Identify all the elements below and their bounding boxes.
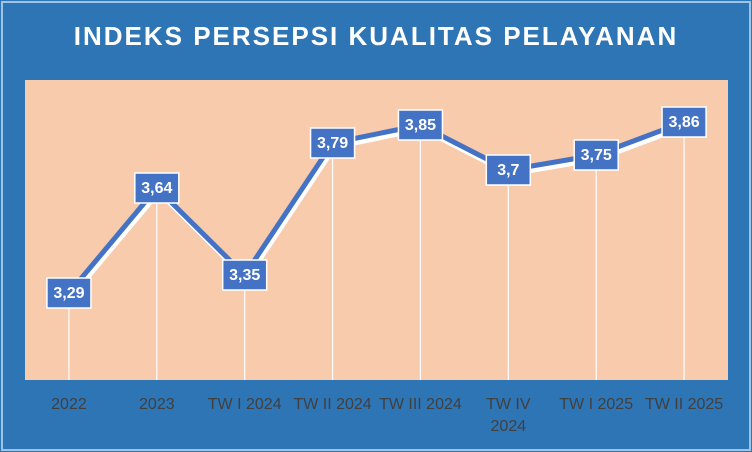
x-tick-label: TW I 2024 bbox=[207, 396, 282, 413]
data-label: 3,79 bbox=[317, 135, 348, 152]
data-label-box bbox=[397, 109, 444, 141]
data-label-box bbox=[309, 127, 356, 159]
x-tick-label: TW II 2024 bbox=[293, 396, 372, 413]
x-tick-label: TW I 2025 bbox=[559, 396, 634, 413]
x-tick-label: TW II 2025 bbox=[644, 396, 724, 413]
data-label-box bbox=[661, 106, 707, 138]
data-label-box bbox=[485, 154, 532, 186]
data-label: 3,29 bbox=[53, 285, 84, 302]
data-label-box bbox=[221, 259, 268, 291]
x-tick-label: TW IV 2024 bbox=[486, 396, 531, 435]
data-label: 3,64 bbox=[141, 180, 172, 197]
data-label: 3,85 bbox=[405, 117, 436, 134]
data-label: 3,75 bbox=[581, 147, 612, 164]
chart-title: INDEKS PERSEPSI KUALITAS PELAYANAN bbox=[74, 21, 678, 51]
data-label: 3,7 bbox=[497, 162, 519, 179]
x-tick-label: 2022 bbox=[51, 396, 87, 413]
data-label: 3,86 bbox=[668, 114, 699, 131]
plot-area bbox=[25, 80, 728, 380]
x-tick-label: TW III 2024 bbox=[379, 396, 462, 413]
data-label-box bbox=[573, 139, 619, 171]
data-label-box bbox=[46, 277, 92, 309]
x-tick-label: 2023 bbox=[139, 396, 175, 413]
data-label-box bbox=[134, 172, 180, 204]
data-label: 3,35 bbox=[229, 267, 260, 284]
